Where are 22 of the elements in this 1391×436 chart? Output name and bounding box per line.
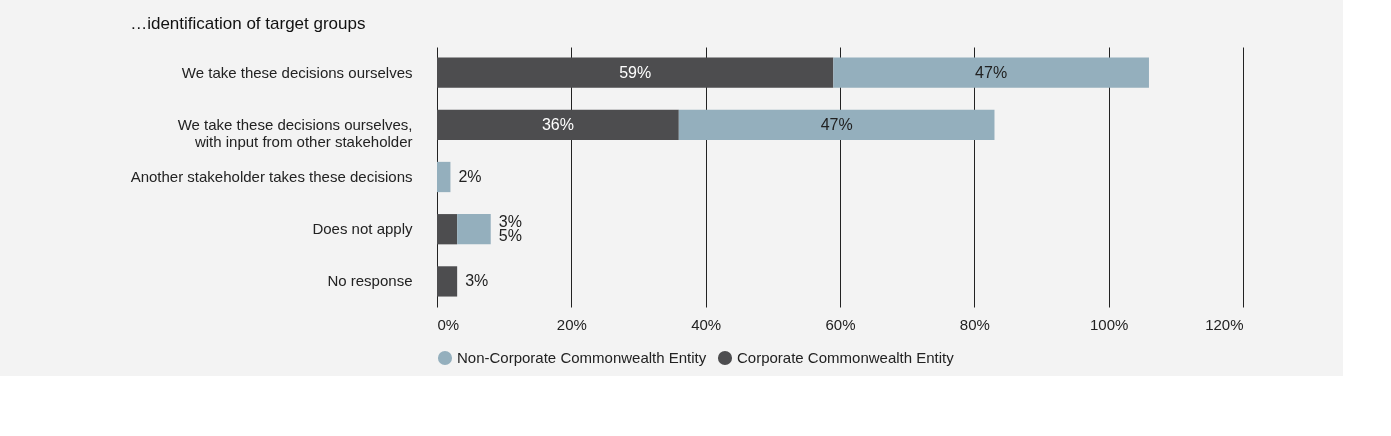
y-tick-label: Another stakeholder takes these decisions bbox=[130, 168, 413, 185]
x-tick-label: 40% bbox=[691, 315, 722, 333]
legend-label: Non-Corporate Commonwealth Entity bbox=[457, 349, 707, 366]
y-tick-label: We take these decisions ourselves, with input from other stakeholder bbox=[177, 115, 413, 150]
data-label: 36% bbox=[541, 115, 574, 133]
x-tick-label: 20% bbox=[556, 315, 587, 333]
data-label: 2% bbox=[458, 168, 482, 185]
data-label: 59% bbox=[619, 63, 652, 81]
x-tick-label: 100% bbox=[1089, 315, 1129, 333]
y-tick-label: Does not apply bbox=[312, 220, 413, 238]
x-tick-label: 80% bbox=[959, 315, 990, 333]
data-label: 5% bbox=[498, 227, 522, 245]
y-tick-label: We take these decisions ourselves bbox=[181, 63, 413, 81]
y-tick-label: No response bbox=[327, 272, 413, 290]
text: …identification of target groups bbox=[130, 14, 366, 33]
data-label: 47% bbox=[820, 115, 853, 133]
x-tick-label: 0% bbox=[437, 315, 460, 333]
legend-label: Corporate Commonwealth Entity bbox=[737, 349, 955, 366]
data-label: 3% bbox=[465, 272, 489, 290]
data-label: 47% bbox=[975, 63, 1008, 81]
x-tick-label: 120% bbox=[1205, 315, 1244, 333]
x-tick-label: 60% bbox=[825, 315, 856, 333]
